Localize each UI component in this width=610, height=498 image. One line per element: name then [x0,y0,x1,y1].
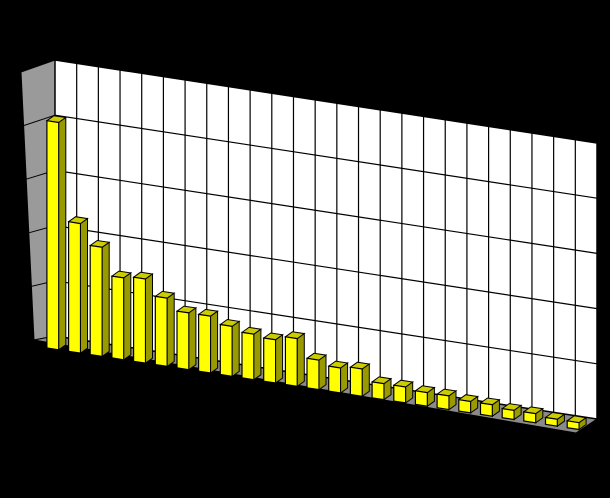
bar [565,415,588,431]
bar [414,385,436,408]
bar-side [491,398,500,418]
bar [262,332,284,384]
bar-side [578,416,587,431]
bar-side [556,413,565,428]
bar [45,115,68,351]
horizontal-gridline [54,114,598,199]
bar-side [513,404,522,421]
bar-side [318,354,327,391]
bar [392,379,414,404]
bar [327,360,349,394]
bar [110,270,133,361]
bar-front [393,384,407,404]
bar-side [535,407,544,424]
bar-front [544,416,559,427]
bar [479,397,501,418]
bar-front [458,399,472,414]
bar-front [46,120,60,351]
bar-front [154,295,168,368]
bar-side [101,241,110,358]
bar-side [470,395,479,414]
bar-front [176,310,190,371]
bar-side [253,328,262,381]
bar-side [275,333,284,384]
bar [67,216,89,355]
bar-front [133,276,147,364]
bar-side [58,116,67,351]
bar-side [340,362,349,394]
bar [457,394,479,414]
bar [219,318,241,378]
bar [544,411,566,428]
horizontal-gridline [54,169,598,254]
bar-front [284,336,298,387]
bar-front [263,337,277,384]
bar-front [219,323,233,378]
side-gridline [23,114,56,127]
bar-side [123,271,132,361]
bar-side [448,389,457,411]
bar [370,376,393,401]
bar [522,406,545,424]
bar [240,326,263,381]
bar [88,239,111,358]
bar-side [361,363,370,398]
bar-front [306,357,320,391]
bar [435,388,458,411]
bar [175,305,198,371]
bar-front [349,366,363,397]
bar [305,352,328,391]
bar-side [231,320,240,378]
bar [284,331,306,388]
bar-side [145,273,153,365]
bar-side [383,377,392,401]
bar [132,271,154,365]
bar-front [67,220,82,354]
bar [349,361,371,398]
bar-side [188,306,197,371]
bar-side [405,381,414,404]
bar-front [328,365,342,394]
bar-front [414,390,428,407]
bar-side [426,386,435,408]
bar-front [523,411,537,424]
bar-front [566,420,580,431]
bar-front [111,275,125,361]
bar-side [210,310,219,374]
bar-front [89,244,103,358]
bar-front [371,381,385,401]
bar [197,308,219,374]
bar-front [241,331,255,381]
bar-side [166,292,175,368]
bar [154,290,176,368]
bar-front [479,402,493,417]
bar-side [296,332,305,388]
bar-series [45,115,588,431]
bar [500,403,523,421]
bar-front [436,393,450,411]
bar-side [80,217,88,355]
horizontal-gridline [54,225,598,310]
bar-front [198,313,212,374]
bar-front [501,407,515,421]
